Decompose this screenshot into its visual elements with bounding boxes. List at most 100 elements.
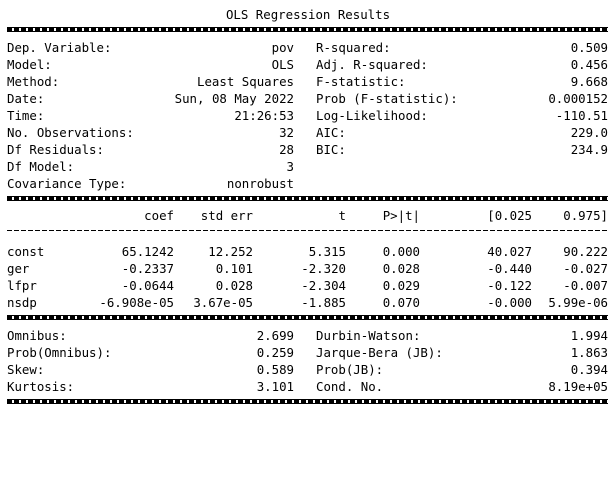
diagnostics-row: Skew: 0.589 Prob(JB): 0.394	[7, 361, 608, 378]
diagnostics-row: Prob(Omnibus): 0.259 Jarque-Bera (JB): 1…	[7, 344, 608, 361]
summary-row: No. Observations: 32 AIC: 229.0	[7, 124, 608, 141]
ci-lower-value: -0.440	[487, 261, 532, 276]
summary-left-label: Dep. Variable:	[7, 40, 112, 55]
coef-value: -6.908e-05	[99, 295, 174, 310]
summary-right-label: BIC:	[316, 142, 346, 157]
summary-left-value: pov	[271, 40, 294, 55]
summary-right-label: R-squared:	[316, 40, 391, 55]
diagnostic-right-value: 0.394	[570, 362, 608, 377]
summary-right-value: 0.509	[570, 40, 608, 55]
summary-left-value: 32	[279, 125, 294, 140]
summary-right-label: F-statistic:	[316, 74, 406, 89]
diagnostics-row: Omnibus: 2.699 Durbin-Watson: 1.994	[7, 327, 608, 344]
std-err-value: 0.101	[215, 261, 253, 276]
p-value: 0.000	[382, 244, 420, 259]
summary-left-label: Method:	[7, 74, 60, 89]
t-value: -2.320	[301, 261, 346, 276]
std-err-value: 0.028	[215, 278, 253, 293]
summary-right-value: 0.000152	[548, 91, 608, 106]
summary-left-value: Least Squares	[197, 74, 294, 89]
table-row: const 65.1242 12.252 5.315 0.000 40.027 …	[7, 243, 608, 260]
column-header: t	[338, 208, 346, 223]
p-value: 0.029	[382, 278, 420, 293]
std-err-value: 3.67e-05	[193, 295, 253, 310]
summary-right-value: 229.0	[570, 125, 608, 140]
diagnostic-left-label: Skew:	[7, 362, 45, 377]
ci-upper-value: 5.99e-06	[548, 295, 608, 310]
diagnostic-left-label: Omnibus:	[7, 328, 67, 343]
double-rule	[7, 27, 608, 32]
p-value: 0.070	[382, 295, 420, 310]
diagnostic-right-label: Jarque-Bera (JB):	[316, 345, 443, 360]
summary-right-label: Adj. R-squared:	[316, 57, 428, 72]
summary-left-label: Df Residuals:	[7, 142, 104, 157]
diagnostics-row: Kurtosis: 3.101 Cond. No. 8.19e+05	[7, 378, 608, 395]
page-title: OLS Regression Results	[225, 7, 391, 22]
coef-header-row: coef std err t P>|t| [0.025 0.975]	[7, 207, 608, 224]
ci-lower-value: 40.027	[487, 244, 532, 259]
summary-left-label: No. Observations:	[7, 125, 134, 140]
summary-row: Time: 21:26:53 Log-Likelihood: -110.51	[7, 107, 608, 124]
diagnostic-right-label: Cond. No.	[316, 379, 384, 394]
diagnostic-left-label: Prob(Omnibus):	[7, 345, 112, 360]
t-value: 5.315	[308, 244, 346, 259]
summary-right-value: 9.668	[570, 74, 608, 89]
table-row: lfpr -0.0644 0.028 -2.304 0.029 -0.122 -…	[7, 277, 608, 294]
column-header: std err	[200, 208, 253, 223]
ci-upper-value: -0.007	[563, 278, 608, 293]
summary-right-value: 234.9	[570, 142, 608, 157]
summary-row: Df Model: 3	[7, 158, 608, 175]
summary-left-label: Covariance Type:	[7, 176, 127, 191]
summary-row: Dep. Variable: pov R-squared: 0.509	[7, 39, 608, 56]
ci-upper-value: -0.027	[563, 261, 608, 276]
diagnostic-right-value: 1.994	[570, 328, 608, 343]
double-rule	[7, 399, 608, 404]
p-value: 0.028	[382, 261, 420, 276]
summary-left-value: nonrobust	[226, 176, 294, 191]
diagnostic-right-value: 8.19e+05	[548, 379, 608, 394]
variable-name: nsdp	[7, 295, 37, 310]
t-value: -1.885	[301, 295, 346, 310]
variable-name: ger	[7, 261, 30, 276]
coef-value: -0.2337	[121, 261, 174, 276]
summary-row: Covariance Type: nonrobust	[7, 175, 608, 192]
column-header: 0.975]	[563, 208, 608, 223]
coef-value: -0.0644	[121, 278, 174, 293]
summary-left-value: OLS	[271, 57, 294, 72]
summary-left-label: Model:	[7, 57, 52, 72]
summary-right-value: -110.51	[555, 108, 608, 123]
diagnostic-left-value: 0.259	[256, 345, 294, 360]
coef-value: 65.1242	[121, 244, 174, 259]
summary-left-value: Sun, 08 May 2022	[174, 91, 294, 106]
summary-row: Model: OLS Adj. R-squared: 0.456	[7, 56, 608, 73]
summary-left-value: 21:26:53	[234, 108, 294, 123]
column-header: P>|t|	[382, 208, 420, 223]
diagnostic-left-value: 2.699	[256, 328, 294, 343]
std-err-value: 12.252	[208, 244, 253, 259]
diagnostic-left-value: 0.589	[256, 362, 294, 377]
summary-left-value: 28	[279, 142, 294, 157]
summary-right-label: Log-Likelihood:	[316, 108, 428, 123]
summary-left-label: Date:	[7, 91, 45, 106]
double-rule	[7, 315, 608, 320]
column-header: coef	[144, 208, 174, 223]
t-value: -2.304	[301, 278, 346, 293]
column-header: [0.025	[487, 208, 532, 223]
summary-left-label: Time:	[7, 108, 45, 123]
summary-left-value: 3	[286, 159, 294, 174]
summary-row: Df Residuals: 28 BIC: 234.9	[7, 141, 608, 158]
summary-row: Date: Sun, 08 May 2022 Prob (F-statistic…	[7, 90, 608, 107]
double-rule	[7, 196, 608, 201]
summary-right-value: 0.456	[570, 57, 608, 72]
diagnostic-right-label: Durbin-Watson:	[316, 328, 421, 343]
diagnostic-right-value: 1.863	[570, 345, 608, 360]
diagnostic-left-label: Kurtosis:	[7, 379, 75, 394]
summary-row: Method: Least Squares F-statistic: 9.668	[7, 73, 608, 90]
table-row: nsdp -6.908e-05 3.67e-05 -1.885 0.070 -0…	[7, 294, 608, 311]
summary-right-label: AIC:	[316, 125, 346, 140]
diagnostic-right-label: Prob(JB):	[316, 362, 384, 377]
table-row: ger -0.2337 0.101 -2.320 0.028 -0.440 -0…	[7, 260, 608, 277]
diagnostic-left-value: 3.101	[256, 379, 294, 394]
ci-lower-value: -0.000	[487, 295, 532, 310]
variable-name: const	[7, 244, 45, 259]
